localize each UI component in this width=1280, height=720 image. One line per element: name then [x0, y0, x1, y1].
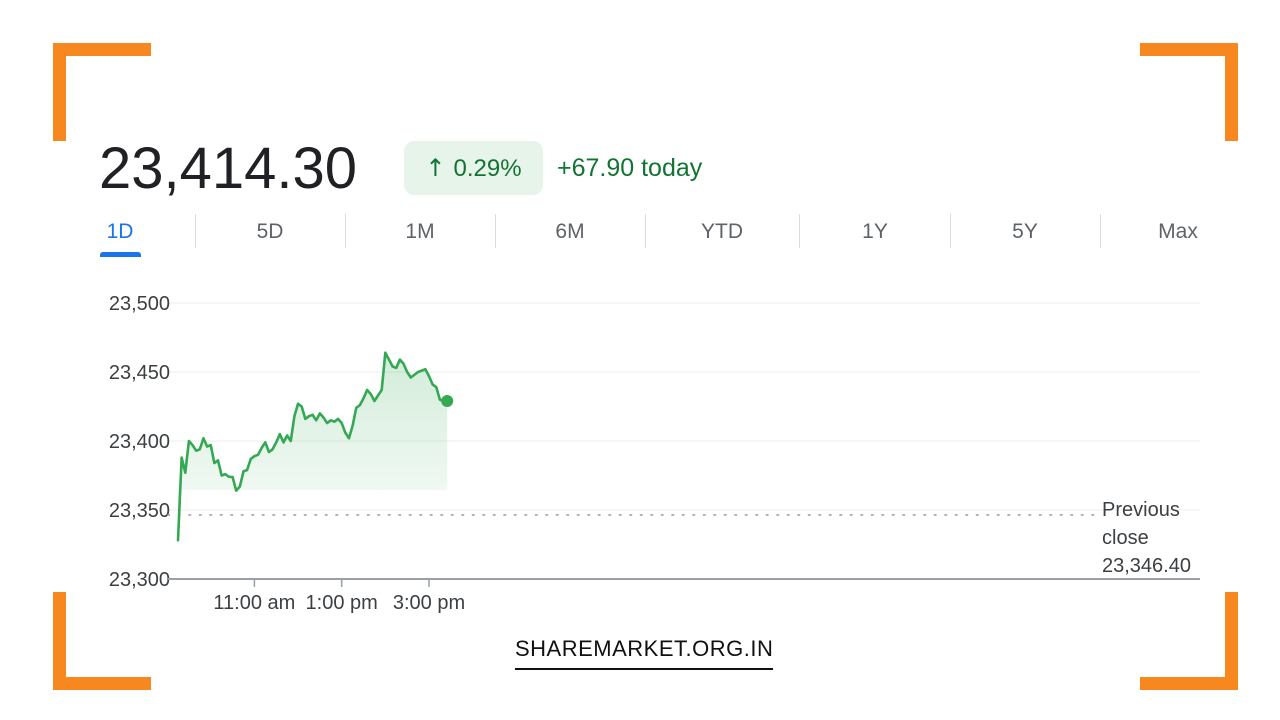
tab-separator — [495, 214, 496, 248]
frame-corner-bottom-left — [53, 592, 151, 690]
tab-1y[interactable]: 1Y — [862, 220, 888, 243]
tab-separator — [645, 214, 646, 248]
tab-separator — [195, 214, 196, 248]
tab-separator — [950, 214, 951, 248]
frame-corner-top-right — [1140, 43, 1238, 141]
tab-6m[interactable]: 6M — [555, 220, 585, 243]
change-today: +67.90 today — [557, 154, 703, 182]
series-area-fill — [178, 352, 448, 541]
tab-5y[interactable]: 5Y — [1012, 220, 1038, 243]
frame-corner-top-left — [53, 43, 151, 141]
y-tick-label: 23,450 — [109, 362, 170, 384]
frame-corner-bottom-right — [1140, 592, 1238, 690]
x-tick-label: 1:00 pm — [306, 592, 378, 614]
previous-close-label: 23,346.40 — [1102, 555, 1191, 577]
active-tab-indicator — [100, 252, 141, 257]
range-tabs: 1D 5D 1M 6M YTD 1Y 5Y Max — [80, 214, 1220, 254]
last-price-dot — [441, 394, 454, 407]
current-price: 23,414.30 — [99, 136, 358, 201]
tab-separator — [345, 214, 346, 248]
tab-ytd[interactable]: YTD — [701, 220, 743, 243]
x-tick-label: 3:00 pm — [393, 592, 465, 614]
arrow-up-icon: ↑ — [425, 154, 446, 182]
tab-5d[interactable]: 5D — [256, 220, 284, 243]
y-tick-label: 23,350 — [109, 500, 170, 522]
previous-close-label: close — [1102, 527, 1149, 549]
y-tick-label: 23,400 — [109, 431, 170, 453]
footer-site-name[interactable]: SHAREMARKET.ORG.IN — [515, 634, 774, 670]
tab-max[interactable]: Max — [1158, 220, 1198, 243]
tab-separator — [1100, 214, 1101, 248]
y-tick-label: 23,500 — [109, 293, 170, 315]
previous-close-label: Previous — [1102, 499, 1180, 521]
series-line — [176, 351, 449, 542]
change-percent-badge: ↑ 0.29% — [404, 141, 543, 195]
tab-1m[interactable]: 1M — [405, 220, 435, 243]
y-tick-label: 23,300 — [109, 569, 170, 591]
tab-1d[interactable]: 1D — [106, 220, 134, 243]
x-tick-label: 11:00 am — [213, 592, 295, 614]
change-percent: 0.29% — [453, 155, 522, 182]
tab-separator — [799, 214, 800, 248]
